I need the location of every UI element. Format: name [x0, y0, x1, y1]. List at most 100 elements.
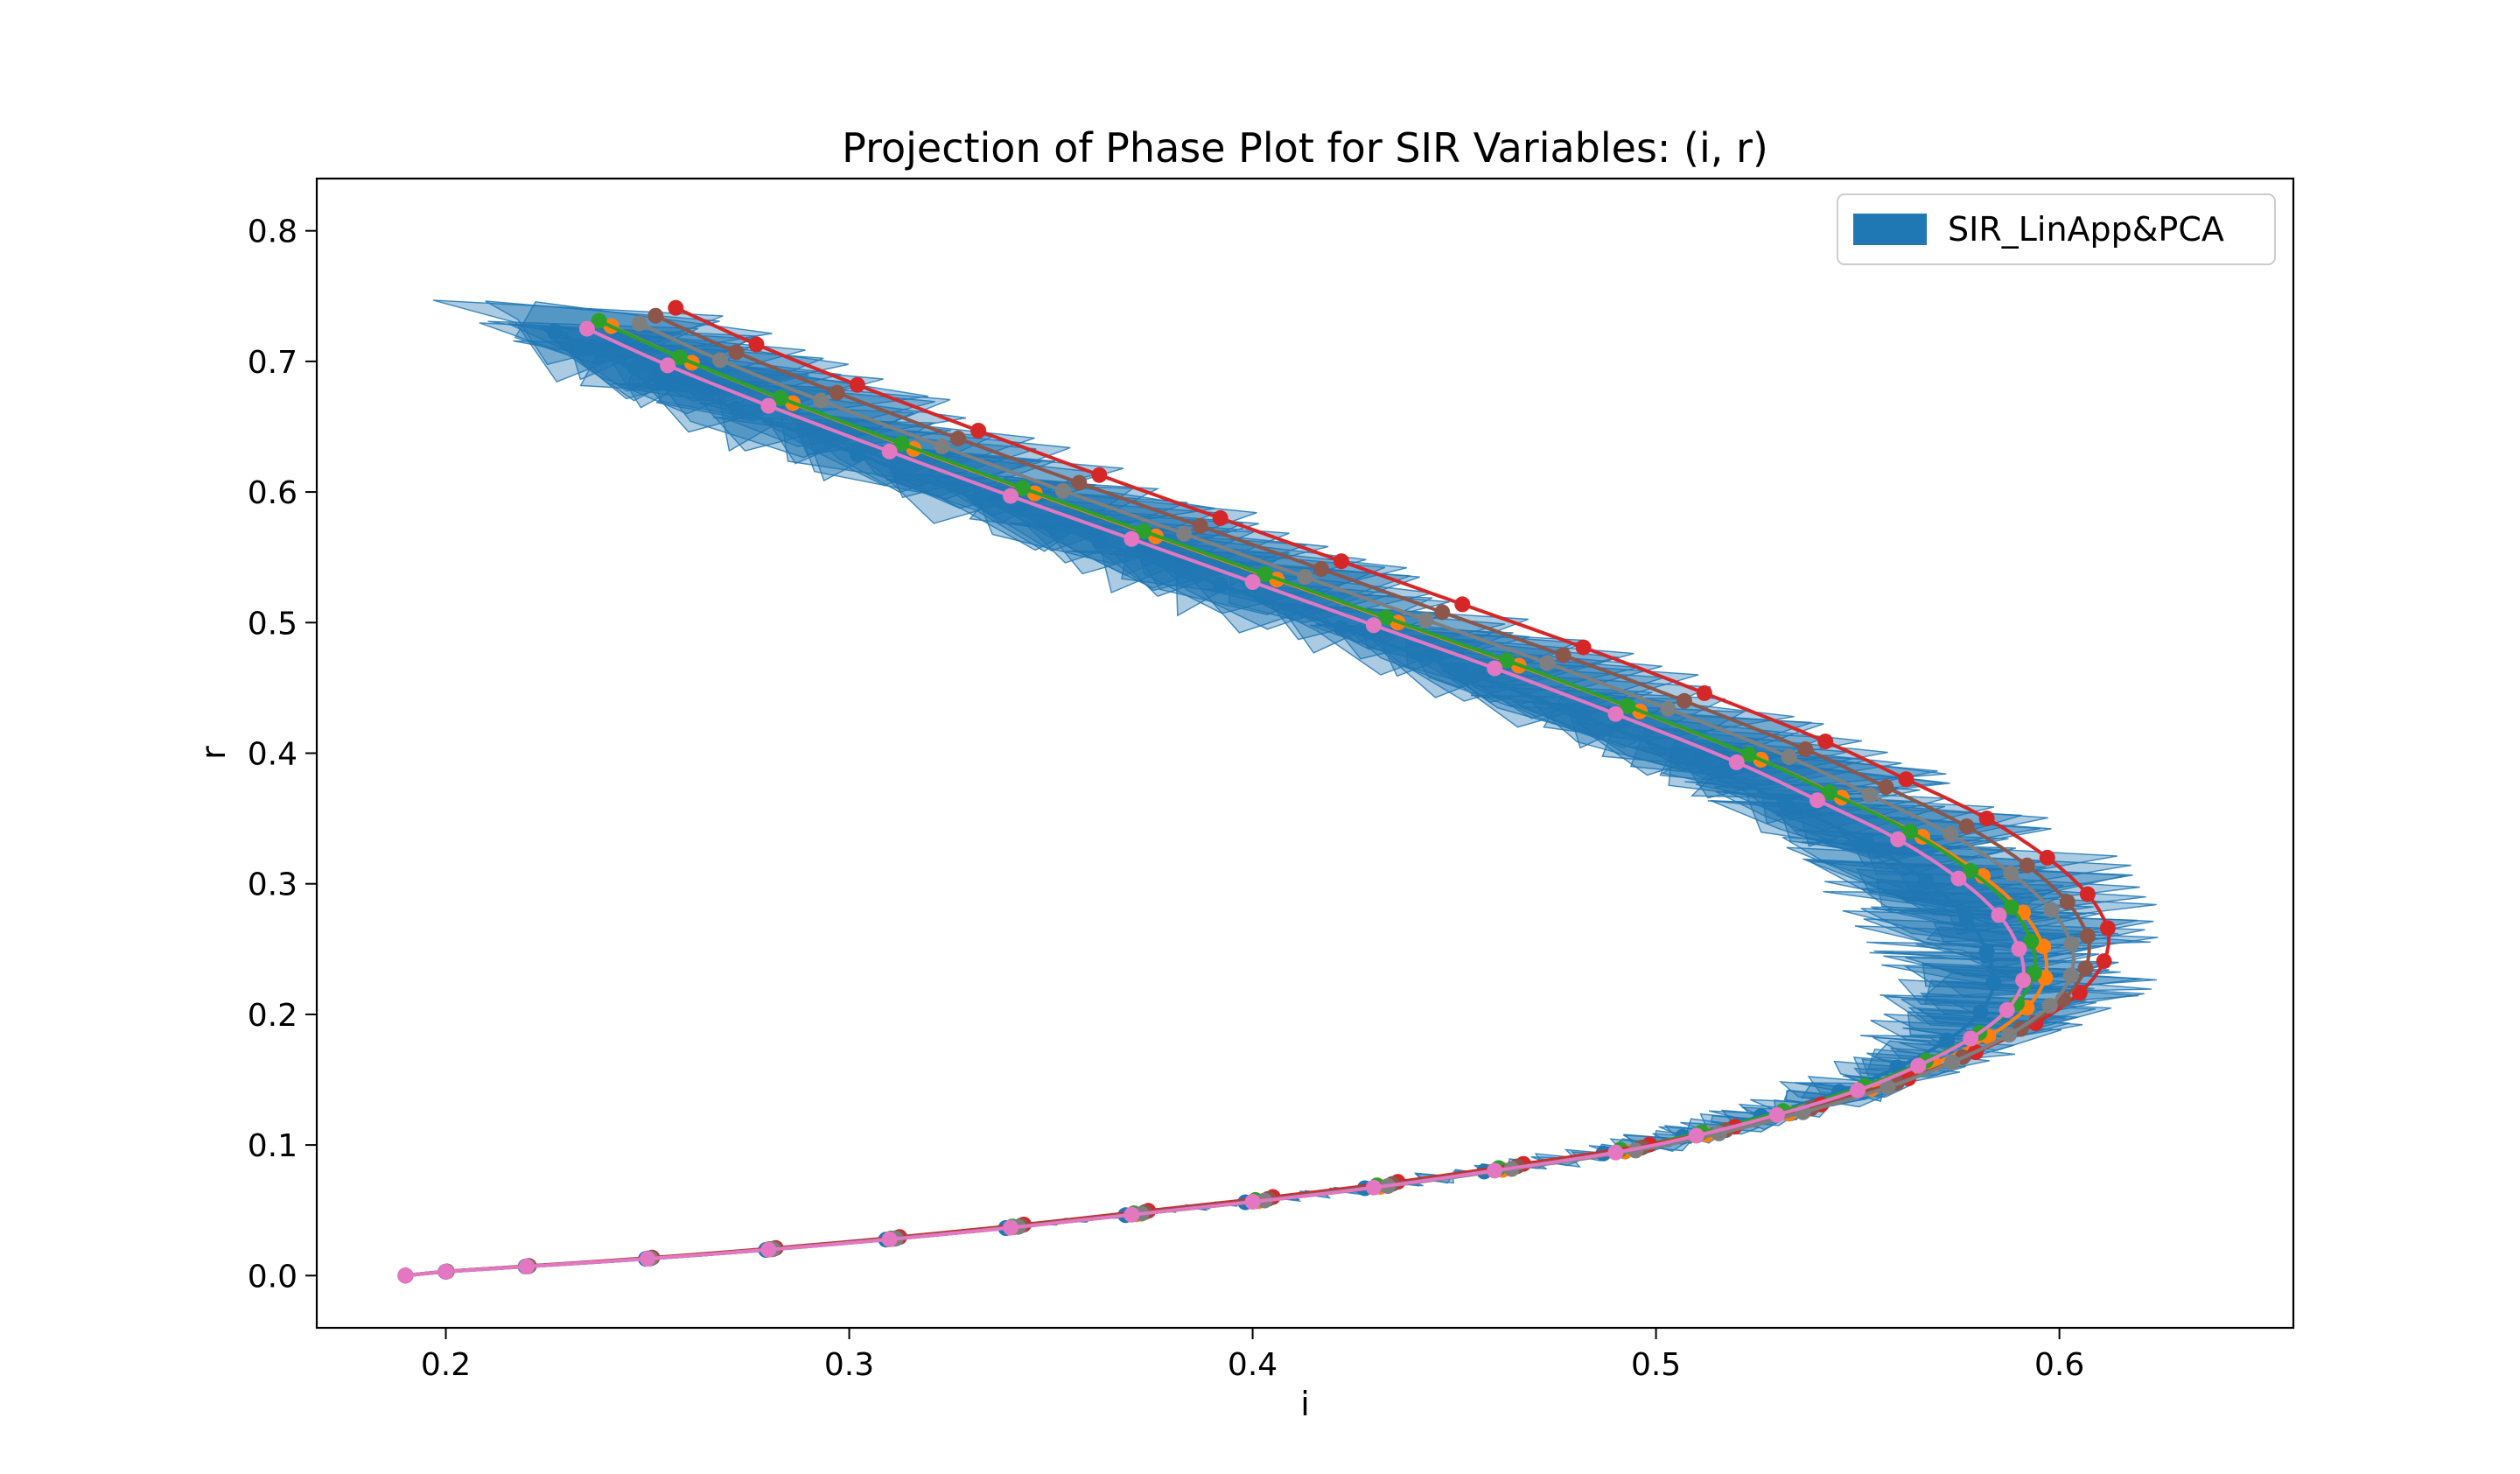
- x-tick-label: 0.3: [824, 1347, 874, 1383]
- series-point: [1176, 525, 1193, 542]
- series-point: [1858, 834, 1874, 850]
- series-point: [1124, 1206, 1140, 1223]
- series-point: [1696, 756, 1712, 773]
- series-point: [970, 423, 987, 439]
- series-point: [2035, 938, 2052, 955]
- series-point: [1676, 692, 1692, 709]
- y-tick-label: 0.1: [248, 1128, 298, 1164]
- series-point: [1091, 533, 1108, 550]
- series-point: [2039, 849, 2055, 866]
- series-point: [1003, 1219, 1018, 1236]
- series-point: [1297, 569, 1313, 586]
- series-point: [1454, 663, 1471, 679]
- band-glyph: [1922, 971, 2152, 998]
- series-point: [1212, 577, 1228, 593]
- series-point: [1902, 824, 1918, 839]
- y-tick-label: 0.3: [248, 867, 298, 903]
- series-point: [1660, 700, 1676, 717]
- series-point: [671, 349, 688, 366]
- series-point: [1014, 480, 1031, 496]
- series-point: [518, 1259, 535, 1274]
- series-point: [1487, 1162, 1503, 1179]
- series-point: [1607, 705, 1624, 722]
- series-point: [881, 443, 898, 460]
- series-point: [1124, 530, 1140, 547]
- series-point: [849, 376, 865, 393]
- x-tick-label: 0.5: [1631, 1347, 1681, 1383]
- series-point: [1777, 795, 1794, 811]
- series-point: [1918, 873, 1935, 889]
- x-tick-label: 0.6: [2034, 1347, 2084, 1383]
- series-point: [1950, 870, 1967, 887]
- series-point: [2059, 894, 2076, 910]
- series-point: [1555, 647, 1572, 663]
- series-point: [1575, 708, 1592, 725]
- series-point: [1810, 792, 1825, 809]
- series-point: [1975, 867, 1991, 884]
- series-point: [1850, 1082, 1866, 1098]
- series-point: [1487, 660, 1503, 677]
- series-point: [1944, 1054, 1961, 1070]
- series-point: [748, 336, 765, 353]
- y-tick-label: 0.6: [248, 475, 298, 511]
- series-point: [2019, 857, 2035, 874]
- legend-swatch: [1853, 214, 1927, 245]
- series-point: [2079, 886, 2096, 902]
- series-point: [2062, 967, 2079, 984]
- y-tick-label: 0.0: [248, 1259, 298, 1295]
- series-point: [1963, 1030, 1979, 1047]
- series-point: [728, 400, 745, 417]
- x-axis-label: i: [1300, 1385, 1310, 1423]
- series-point: [1136, 523, 1152, 539]
- y-tick-label: 0.7: [248, 345, 298, 381]
- series-point: [668, 299, 684, 316]
- series-group: [397, 299, 2116, 1284]
- series-point: [1890, 832, 1907, 847]
- series-point: [760, 397, 777, 414]
- series-point: [760, 1241, 777, 1258]
- series-point: [934, 438, 950, 454]
- series-point: [1942, 826, 1959, 842]
- y-tick-label: 0.2: [248, 998, 298, 1034]
- series-point: [1575, 639, 1592, 656]
- series-point: [1880, 1079, 1896, 1096]
- x-tick-label: 0.4: [1228, 1347, 1278, 1383]
- series-point: [1797, 741, 1814, 757]
- series-point: [2015, 972, 2032, 988]
- series-point: [2003, 899, 2020, 916]
- series-point: [712, 352, 728, 368]
- band-glyph: [761, 420, 994, 487]
- series-point: [1781, 749, 1797, 765]
- series-point: [1334, 620, 1349, 636]
- series-point: [648, 307, 664, 324]
- series-point: [1454, 596, 1471, 613]
- series-point: [1365, 1179, 1382, 1196]
- series-point: [2079, 928, 2096, 944]
- series-point: [1978, 944, 1995, 960]
- band-glyph: [1842, 909, 2138, 950]
- series-point: [1817, 733, 1834, 750]
- series-point: [1910, 1057, 1927, 1074]
- series-point: [1256, 566, 1273, 583]
- x-tick-label: 0.2: [421, 1347, 471, 1383]
- series-point: [1978, 811, 1995, 827]
- series-point: [1365, 617, 1382, 634]
- series-point: [1244, 574, 1261, 590]
- series-point: [2071, 985, 2088, 1001]
- series-point: [2011, 941, 2027, 958]
- series-point: [1728, 754, 1745, 770]
- series-point: [1740, 747, 1757, 762]
- series-point: [1958, 909, 1975, 926]
- series-point: [1434, 604, 1451, 621]
- series-point: [849, 446, 865, 462]
- series-point: [1958, 818, 1975, 835]
- series-point: [1768, 1106, 1785, 1123]
- series-point: [1998, 1001, 2015, 1018]
- series-point: [1091, 467, 1108, 483]
- legend-box: [1837, 193, 2276, 265]
- band-glyph: [1077, 521, 1329, 592]
- series-point: [1377, 609, 1394, 626]
- series-point: [1985, 974, 2002, 991]
- series-point: [1878, 779, 1894, 796]
